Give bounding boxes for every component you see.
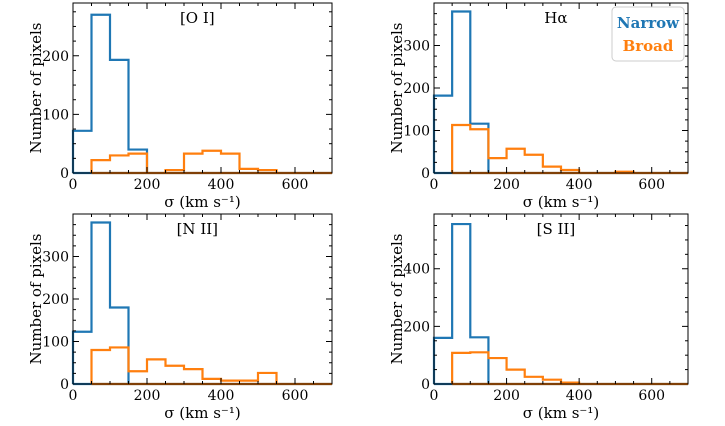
- y-axis-label: Number of pixels: [388, 22, 406, 153]
- x-tick-label: 400: [208, 388, 235, 404]
- y-tick-label: 300: [42, 250, 69, 266]
- y-tick-label: 0: [60, 166, 69, 182]
- y-axis-label: Number of pixels: [388, 233, 406, 364]
- y-tick-label: 100: [42, 335, 69, 351]
- y-axis-label: Number of pixels: [27, 22, 45, 153]
- panel-3: 0 200 400 600 0 100 200 300 σ (km s⁻¹) Number of …: [27, 213, 333, 422]
- y-tick-label: 0: [421, 377, 430, 393]
- x-tick-label: 200: [134, 388, 161, 404]
- axes-frame: [72, 213, 333, 385]
- y-tick-label: 200: [403, 319, 430, 335]
- y-tick-label: 400: [403, 262, 430, 278]
- legend-entry-broad: Broad: [623, 37, 674, 55]
- legend-entry-narrow: Narrow: [617, 14, 680, 32]
- legend: Narrow Broad: [611, 6, 685, 62]
- y-tick-label: 200: [42, 292, 69, 308]
- y-tick-label: 0: [60, 377, 69, 393]
- panel-title: [S II]: [537, 220, 576, 238]
- x-axis-label: σ (km s⁻¹): [523, 404, 599, 422]
- x-tick-label: 0: [69, 177, 78, 193]
- x-tick-label: 600: [638, 177, 665, 193]
- x-tick-label: 400: [566, 177, 593, 193]
- y-tick-label: 0: [421, 166, 430, 182]
- y-tick-label: 100: [403, 124, 430, 140]
- x-tick-label: 0: [430, 388, 439, 404]
- x-tick-label: 600: [282, 388, 309, 404]
- series-narrow-step: [71, 13, 332, 175]
- panel-title: [N II]: [177, 220, 218, 238]
- panel-title: Hα: [544, 9, 567, 27]
- x-tick-label: 600: [282, 177, 309, 193]
- x-tick-label: 200: [493, 388, 520, 404]
- y-tick-label: 200: [403, 81, 430, 97]
- y-tick-label: 300: [403, 39, 430, 55]
- axes-frame: [72, 2, 333, 174]
- x-tick-label: 0: [69, 388, 78, 404]
- x-tick-label: 0: [430, 177, 439, 193]
- series-narrow-step: [71, 221, 332, 386]
- panel-2: 0 200 400 600 0 100 200 300 σ (km s⁻¹) Number of …: [388, 2, 689, 211]
- x-axis-label: σ (km s⁻¹): [164, 404, 240, 422]
- y-axis-label: Number of pixels: [27, 233, 45, 364]
- x-tick-label: 200: [493, 177, 520, 193]
- x-axis-label: σ (km s⁻¹): [523, 193, 599, 211]
- x-axis-label: σ (km s⁻¹): [164, 193, 240, 211]
- x-tick-label: 400: [566, 388, 593, 404]
- legend-box: [611, 6, 685, 62]
- x-tick-label: 600: [638, 388, 665, 404]
- x-tick-label: 400: [208, 177, 235, 193]
- series-narrow-step: [432, 222, 688, 386]
- panel-title: [O I]: [180, 9, 215, 27]
- series-broad-step: [90, 149, 332, 175]
- y-tick-label: 200: [42, 49, 69, 65]
- axes-frame: [433, 213, 689, 385]
- x-tick-label: 200: [134, 177, 161, 193]
- y-tick-label: 100: [42, 107, 69, 123]
